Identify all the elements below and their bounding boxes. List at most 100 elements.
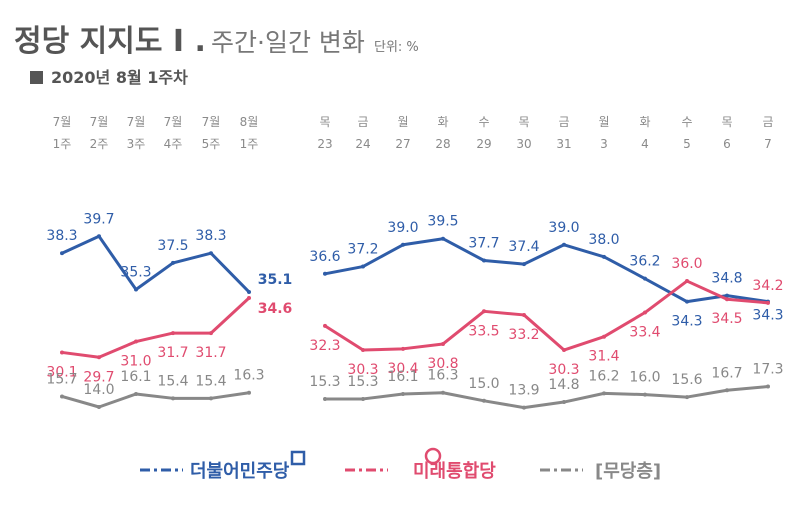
series-line xyxy=(323,279,770,352)
data-label: 16.3 xyxy=(233,368,264,384)
data-point xyxy=(323,396,327,401)
x-tick-label-top: 7월 xyxy=(202,115,221,129)
x-tick-label-top: 월 xyxy=(397,115,408,129)
data-label: 16.0 xyxy=(629,370,660,386)
legend-label: 더불어민주당 xyxy=(190,461,290,482)
data-label: 39.5 xyxy=(427,214,458,230)
x-tick-label-bottom: 23 xyxy=(317,137,332,151)
data-label: 38.3 xyxy=(195,228,226,244)
data-point xyxy=(97,405,101,409)
data-point xyxy=(522,405,526,410)
data-point xyxy=(361,396,365,401)
chart-title: 정당 지지도 I . 주간·일간 변화 단위: % xyxy=(14,16,419,60)
data-point xyxy=(482,258,486,263)
data-label: 30.1 xyxy=(46,364,77,380)
tonghap-logo-icon xyxy=(424,447,442,465)
data-label: 31.0 xyxy=(120,354,151,370)
data-label: 33.4 xyxy=(629,325,660,341)
legend-label: 미래통합당 xyxy=(413,460,496,482)
data-label: 30.4 xyxy=(387,361,418,377)
minjoo-logo-icon xyxy=(290,450,306,466)
data-point xyxy=(441,341,445,346)
data-label: 38.3 xyxy=(46,228,77,244)
series-line xyxy=(323,237,770,304)
data-point xyxy=(247,289,251,294)
data-point xyxy=(725,388,729,393)
data-label: 37.4 xyxy=(508,239,539,255)
x-tick-label-bottom: 31 xyxy=(556,137,571,151)
x-tick-label-bottom: 28 xyxy=(435,137,450,151)
data-point xyxy=(247,390,251,395)
data-label: 36.6 xyxy=(309,249,340,265)
data-label: 37.2 xyxy=(347,242,378,258)
data-point xyxy=(323,323,327,328)
data-label: 30.3 xyxy=(347,362,378,378)
data-label: 16.7 xyxy=(711,365,742,381)
data-label: 15.3 xyxy=(309,374,340,390)
x-tick-label-top: 화 xyxy=(437,115,448,129)
data-label: 16.1 xyxy=(387,369,418,385)
data-label: 34.5 xyxy=(711,311,742,327)
data-point xyxy=(725,293,729,298)
data-label: 29.7 xyxy=(83,369,114,385)
data-point xyxy=(401,346,405,351)
data-point xyxy=(97,234,101,239)
data-label: 16.2 xyxy=(588,368,619,384)
data-point xyxy=(685,299,689,304)
data-label: 36.2 xyxy=(629,254,660,270)
data-point xyxy=(766,300,770,305)
data-label: 14.0 xyxy=(83,382,114,398)
data-label: 15.3 xyxy=(347,374,378,390)
data-label: 15.0 xyxy=(468,376,499,392)
square-bullet-icon xyxy=(30,71,43,84)
data-point xyxy=(209,396,213,401)
x-tick-label-top: 월 xyxy=(598,115,609,129)
data-label: 35.3 xyxy=(120,265,151,281)
title-sub: 주간·일간 변화 xyxy=(211,28,365,57)
x-tick-label-top: 금 xyxy=(762,115,773,129)
data-label: 34.8 xyxy=(711,271,742,287)
data-label: 39.0 xyxy=(548,220,579,236)
x-tick-label-top: 목 xyxy=(721,115,732,129)
data-point xyxy=(441,236,445,241)
data-label: 34.3 xyxy=(671,314,702,330)
data-label: 37.5 xyxy=(157,238,188,254)
x-tick-label-bottom: 5주 xyxy=(202,137,221,151)
x-tick-label-bottom: 1주 xyxy=(53,137,72,151)
data-point xyxy=(482,398,486,403)
data-label: 32.3 xyxy=(309,338,340,354)
data-label: 31.4 xyxy=(588,349,619,365)
x-tick-label-top: 금 xyxy=(558,115,569,129)
data-point xyxy=(323,271,327,276)
data-label: 34.6 xyxy=(258,301,293,317)
title-main: 정당 지지도 I . xyxy=(14,24,206,59)
legend-label: [무당층] xyxy=(595,461,661,482)
data-point xyxy=(602,391,606,396)
data-point xyxy=(209,251,213,256)
data-point xyxy=(522,312,526,317)
data-point xyxy=(209,331,213,336)
data-point xyxy=(134,391,138,396)
data-label: 37.7 xyxy=(468,235,499,251)
x-tick-label-bottom: 3 xyxy=(600,137,608,151)
data-label: 30.3 xyxy=(548,362,579,378)
x-tick-label-bottom: 6 xyxy=(723,137,731,151)
x-tick-label-top: 7월 xyxy=(90,115,109,129)
x-tick-label-bottom: 3주 xyxy=(127,137,146,151)
data-point xyxy=(134,287,138,292)
data-label: 30.8 xyxy=(427,356,458,372)
x-tick-label-top: 7월 xyxy=(127,115,146,129)
data-point xyxy=(361,348,365,353)
data-label: 15.4 xyxy=(157,373,188,389)
data-point xyxy=(171,331,175,336)
data-label: 17.3 xyxy=(752,362,783,378)
data-point xyxy=(361,264,365,269)
data-label: 33.5 xyxy=(468,323,499,339)
data-point xyxy=(60,251,64,256)
data-label: 31.7 xyxy=(157,345,188,361)
data-point xyxy=(60,394,64,399)
series-line xyxy=(60,296,251,359)
x-tick-label-top: 목 xyxy=(319,115,330,129)
series-line xyxy=(323,385,770,410)
data-label: 39.0 xyxy=(387,220,418,236)
